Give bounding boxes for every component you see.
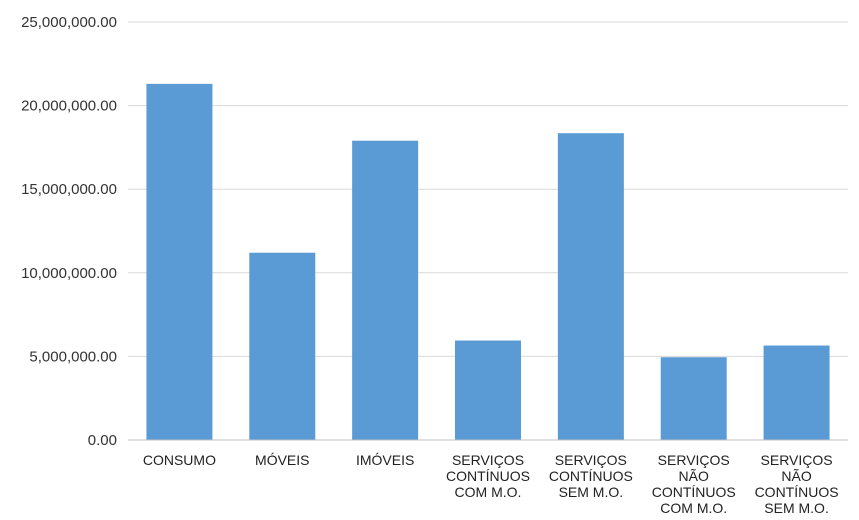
x-category-label: IMÓVEIS [356,452,414,468]
x-category-label-line: COM M.O. [455,484,522,500]
x-category-label: MÓVEIS [255,452,309,468]
y-tick-label: 25,000,000.00 [21,14,117,31]
y-tick-label: 0.00 [88,432,117,449]
x-category-label-line: SEM M.O. [559,484,624,500]
x-category-label-line: NÃO [679,468,709,484]
x-category-label-line: CONTÍNUOS [652,484,736,500]
x-category-label-line: MÓVEIS [255,452,309,468]
bar [455,340,521,440]
x-category-label: SERVIÇOS NÃO CONTÍNUOS SEM M.O. [755,452,839,516]
x-category-label: SERVIÇOS NÃO CONTÍNUOS COM M.O. [652,452,736,516]
x-category-label-line: CONTÍNUOS [446,468,530,484]
x-category-label-line: NÃO [781,468,811,484]
x-category-label-line: CONTÍNUOS [549,468,633,484]
x-category-label: SERVIÇOS CONTÍNUOS SEM M.O. [549,452,633,500]
y-tick-label: 5,000,000.00 [29,348,117,365]
x-category-label-line: COM M.O. [660,500,727,516]
x-axis-category-labels: CONSUMO MÓVEIS IMÓVEIS SERVIÇOS CONTÍNUOS COM… [143,452,839,516]
x-category-label: CONSUMO [143,452,216,468]
bar [763,345,830,440]
bars [146,83,830,441]
y-axis-tick-labels: 0.00 5,000,000.00 10,000,000.00 15,000,000.… [21,14,117,449]
y-tick-label: 20,000,000.00 [21,98,117,115]
x-category-label-line: SERVIÇOS [452,452,524,468]
x-category-label-line: SERVIÇOS [555,452,627,468]
gridlines [128,21,848,357]
x-category-label-line: CONSUMO [143,452,216,468]
x-category-label-line: IMÓVEIS [356,452,414,468]
bar [352,140,419,440]
y-tick-label: 10,000,000.00 [21,265,117,282]
y-tick-label: 15,000,000.00 [21,181,117,198]
x-category-label-line: SERVIÇOS [761,452,833,468]
x-category-label: SERVIÇOS CONTÍNUOS COM M.O. [446,452,530,500]
bar [557,133,624,441]
x-category-label-line: CONTÍNUOS [755,484,839,500]
bar [146,83,213,440]
bar [660,357,727,440]
bar [249,252,316,440]
x-category-label-line: SERVIÇOS [658,452,730,468]
x-category-label-line: SEM M.O. [764,500,829,516]
